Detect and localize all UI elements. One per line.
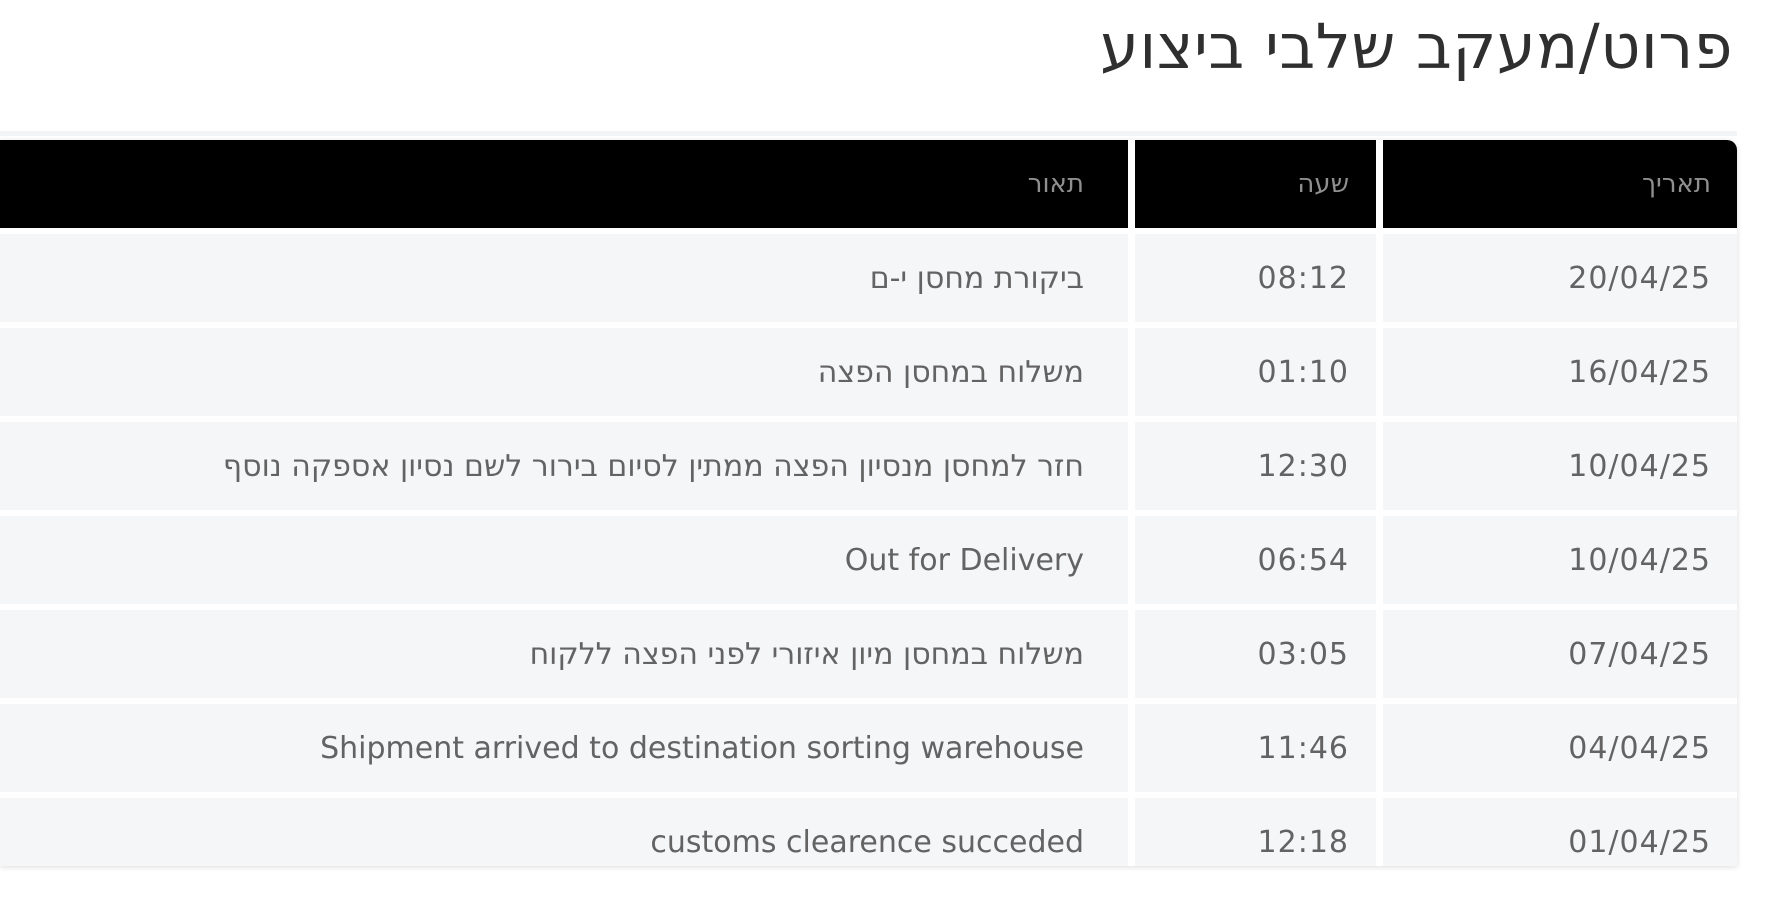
cell-description: משלוח במחסן הפצה	[0, 328, 1128, 416]
table-row: 16/04/25 01:10 משלוח במחסן הפצה	[0, 328, 1737, 416]
cell-time: 01:10	[1135, 328, 1376, 416]
table-header-row: תאריך שעה תאור	[0, 140, 1737, 228]
cell-date: 04/04/25	[1383, 704, 1737, 792]
cell-time: 06:54	[1135, 516, 1376, 604]
table-row: 10/04/25 06:54 Out for Delivery	[0, 516, 1737, 604]
cell-time: 11:46	[1135, 704, 1376, 792]
table-row: 04/04/25 11:46 Shipment arrived to desti…	[0, 704, 1737, 792]
cell-date: 01/04/25	[1383, 798, 1737, 866]
cell-description: חזר למחסן מנסיון הפצה ממתין לסיום בירור …	[0, 422, 1128, 510]
cell-description: Out for Delivery	[0, 516, 1128, 604]
cell-date: 10/04/25	[1383, 422, 1737, 510]
table-row: 01/04/25 12:18 customs clearence succede…	[0, 798, 1737, 866]
table-row: 10/04/25 12:30 חזר למחסן מנסיון הפצה ממת…	[0, 422, 1737, 510]
header-date: תאריך	[1383, 140, 1737, 228]
table-row: 07/04/25 03:05 משלוח במחסן מיון איזורי ל…	[0, 610, 1737, 698]
cell-description: Shipment arrived to destination sorting …	[0, 704, 1128, 792]
scroll-sliver	[0, 131, 1737, 136]
cell-time: 12:30	[1135, 422, 1376, 510]
cell-date: 07/04/25	[1383, 610, 1737, 698]
cell-date: 10/04/25	[1383, 516, 1737, 604]
header-time: שעה	[1135, 140, 1376, 228]
cell-time: 08:12	[1135, 234, 1376, 322]
page-title: פרוט/מעקב שלבי ביצוע	[1100, 10, 1733, 83]
header-description: תאור	[0, 140, 1128, 228]
cell-time: 03:05	[1135, 610, 1376, 698]
cell-date: 20/04/25	[1383, 234, 1737, 322]
cell-description: משלוח במחסן מיון איזורי לפני הפצה ללקוח	[0, 610, 1128, 698]
table-row: 20/04/25 08:12 ביקורת מחסן י-ם	[0, 234, 1737, 322]
cell-description: customs clearence succeded	[0, 798, 1128, 866]
cell-date: 16/04/25	[1383, 328, 1737, 416]
cell-time: 12:18	[1135, 798, 1376, 866]
cell-description: ביקורת מחסן י-ם	[0, 234, 1128, 322]
tracking-table: תאריך שעה תאור 20/04/25 08:12 ביקורת מחס…	[0, 140, 1737, 866]
